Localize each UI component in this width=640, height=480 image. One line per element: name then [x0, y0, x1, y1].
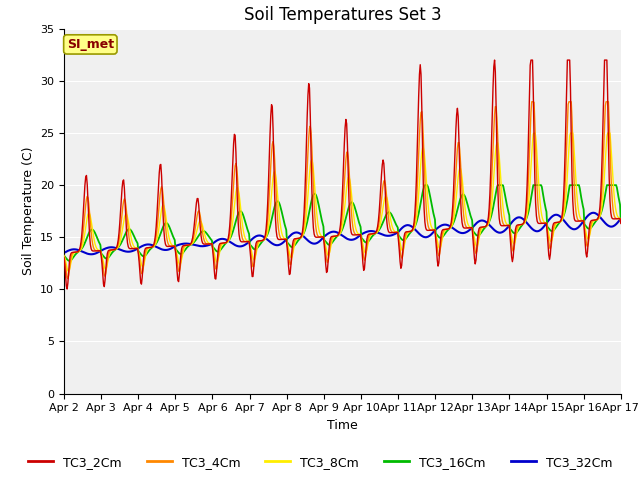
Title: Soil Temperatures Set 3: Soil Temperatures Set 3 — [244, 6, 441, 24]
Legend: TC3_2Cm, TC3_4Cm, TC3_8Cm, TC3_16Cm, TC3_32Cm: TC3_2Cm, TC3_4Cm, TC3_8Cm, TC3_16Cm, TC3… — [23, 451, 617, 474]
Y-axis label: Soil Temperature (C): Soil Temperature (C) — [22, 147, 35, 276]
Text: SI_met: SI_met — [67, 38, 114, 51]
X-axis label: Time: Time — [327, 419, 358, 432]
